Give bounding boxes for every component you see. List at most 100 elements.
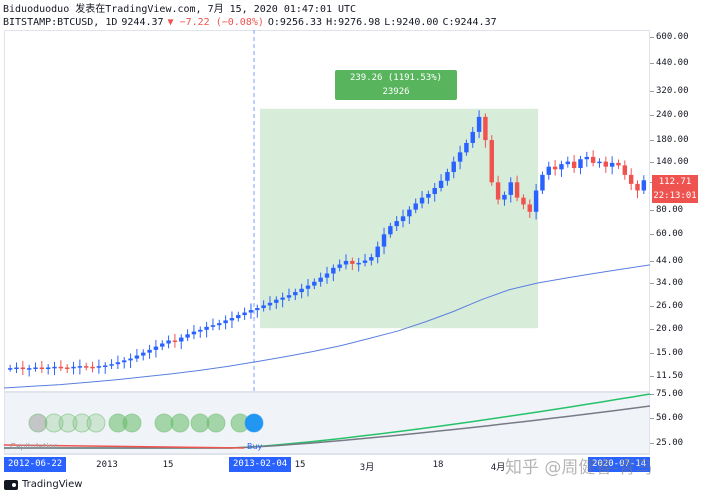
- osc-tick: 75.00: [649, 389, 684, 399]
- candle-body: [578, 159, 583, 168]
- candle-body: [33, 367, 38, 369]
- candlestick-chart[interactable]: [4, 30, 652, 392]
- candle-body: [464, 142, 469, 153]
- candle-body: [407, 209, 412, 217]
- candle-body: [14, 367, 19, 369]
- candle-body: [622, 165, 628, 175]
- candle-body: [134, 355, 140, 359]
- cursor-date-box: 2013-02-04: [229, 457, 292, 472]
- candle-body: [115, 362, 121, 365]
- candle-body: [96, 366, 102, 368]
- oscillator-marker: [86, 413, 106, 433]
- price-tick-label: 34.00: [649, 278, 684, 289]
- oscillator-marker: [154, 413, 174, 433]
- osc-tick: 25.00: [649, 438, 684, 448]
- oscillator-marker: [72, 413, 92, 433]
- candle-body: [451, 161, 456, 173]
- candle-body: [609, 162, 615, 167]
- candle-body: [584, 156, 590, 160]
- candle-body: [350, 260, 355, 264]
- ohlc-legend: BITSTAMP:BTCUSD, 1D 9244.37 ▼ −7.22 (−0.08…: [3, 16, 501, 29]
- candle-body: [635, 183, 640, 191]
- price-tick-label: 240.00: [650, 110, 689, 121]
- price-tick-label: 15.00: [649, 348, 684, 359]
- candle-body: [546, 166, 551, 175]
- candle-body: [242, 312, 247, 316]
- candle-body: [172, 340, 178, 342]
- candle-body: [432, 187, 437, 194]
- last-price: 9244.37: [121, 17, 164, 28]
- candle-body: [141, 352, 146, 356]
- candle-body: [565, 161, 571, 165]
- price-tick-label: 44.00: [649, 255, 684, 266]
- candle-body: [540, 174, 545, 191]
- candle-body: [413, 203, 418, 210]
- candle-body: [109, 364, 114, 366]
- oscillator-marker: [28, 413, 48, 433]
- oscillator-gray-line: [4, 405, 650, 449]
- close-value: C:9244.37: [442, 17, 497, 28]
- candle-body: [261, 305, 266, 309]
- candle-body: [26, 368, 32, 370]
- buy-label: Buy: [247, 442, 263, 451]
- candle-body: [527, 204, 532, 212]
- tradingview-logo-icon: [4, 479, 18, 490]
- candle-body: [483, 116, 488, 141]
- low-value: L:9240.00: [384, 17, 439, 28]
- candle-body: [39, 367, 45, 369]
- candle-body: [375, 246, 380, 258]
- price-tick-label: 26.00: [649, 301, 684, 312]
- oscillator-marker: [44, 413, 64, 433]
- candle-body: [20, 367, 26, 369]
- time-label: 15: [294, 460, 306, 470]
- candle-body: [45, 367, 51, 369]
- candle-body: [217, 323, 222, 326]
- candle-body: [381, 234, 387, 247]
- candle-body: [52, 366, 57, 369]
- start-date-box: 2012-06-22: [4, 457, 67, 472]
- time-label: 15: [162, 460, 174, 470]
- candle-body: [597, 161, 602, 164]
- oscillator-axis: 75.00 50.00 25.00: [649, 389, 702, 454]
- measure-bars: 64根K线, 64天: [363, 101, 429, 111]
- candle-body: [128, 358, 133, 361]
- oscillator-marker: [122, 413, 142, 433]
- candle-body: [255, 308, 260, 311]
- price-axis[interactable]: 600.00440.00320.00240.00180.00140.00110.…: [649, 30, 702, 454]
- candle-body: [489, 140, 494, 183]
- candle-body: [299, 288, 304, 293]
- price-tick-label: 60.00: [649, 229, 684, 240]
- candle-body: [343, 260, 349, 265]
- candle-body: [438, 180, 444, 188]
- candle-body: [223, 320, 228, 324]
- open-value: O:9256.33: [267, 17, 323, 28]
- oscillator-marker: [206, 413, 226, 433]
- candle-body: [324, 273, 330, 278]
- candle-body: [369, 257, 374, 261]
- candle-body: [83, 366, 89, 368]
- candle-body: [210, 325, 216, 327]
- chart-header: Biduoduoduo 发表在TradingView.com, 7月 15, 2…: [3, 3, 501, 29]
- candle-body: [229, 318, 235, 321]
- price-tick-label: 140.00: [650, 156, 689, 167]
- price-tick-label: 440.00: [650, 58, 689, 69]
- candle-body: [160, 343, 165, 347]
- candle-body: [64, 367, 70, 369]
- candle-body: [603, 161, 609, 167]
- price-tick-label: 180.00: [650, 135, 689, 146]
- last-price-tag: 112.71: [652, 175, 698, 189]
- candle-body: [185, 334, 190, 338]
- price-plot-area[interactable]: [4, 30, 650, 392]
- candle-body: [248, 310, 254, 313]
- candle-body: [400, 216, 406, 222]
- candle-body: [122, 360, 127, 363]
- candle-body: [394, 221, 399, 227]
- time-axis[interactable]: 2012-06-22 2013 15 2013-02-04 15 3月 18 4…: [4, 454, 651, 476]
- osc-tick: 50.00: [649, 413, 684, 423]
- price-change: ▼ −7.22 (−0.08%): [167, 17, 264, 28]
- candle-body: [356, 262, 361, 265]
- candle-body: [198, 329, 203, 332]
- footer: TradingView: [4, 479, 82, 490]
- brand-name: TradingView: [22, 479, 83, 490]
- candle-body: [508, 182, 513, 195]
